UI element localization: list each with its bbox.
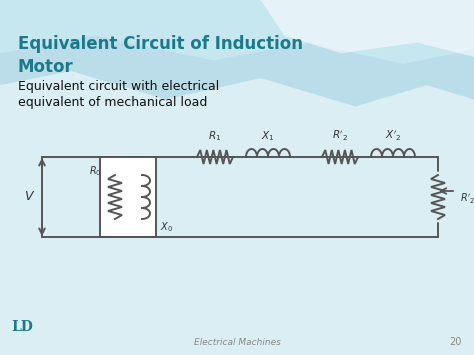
Text: $X_1$: $X_1$	[261, 129, 275, 143]
Text: LD: LD	[11, 320, 33, 334]
Text: $X_0$: $X_0$	[160, 220, 173, 234]
Text: Electrical Machines: Electrical Machines	[193, 338, 281, 347]
Polygon shape	[261, 0, 474, 57]
Text: $R_1$: $R_1$	[209, 129, 222, 143]
Text: V: V	[24, 191, 32, 203]
Text: equivalent of mechanical load: equivalent of mechanical load	[18, 96, 207, 109]
Polygon shape	[0, 0, 474, 106]
Text: $R'_2$: $R'_2$	[332, 129, 348, 143]
Text: Equivalent circuit with electrical: Equivalent circuit with electrical	[18, 80, 219, 93]
Bar	[100, 157, 156, 237]
Text: $R_0$: $R_0$	[89, 164, 101, 178]
Polygon shape	[0, 0, 474, 64]
Text: $R'_2\!\left(\dfrac{1\!-\!s}{s}\right)$: $R'_2\!\left(\dfrac{1\!-\!s}{s}\right)$	[460, 186, 474, 208]
Text: Motor: Motor	[18, 58, 74, 76]
Text: $X'_2$: $X'_2$	[385, 129, 401, 143]
Text: Equivalent Circuit of Induction: Equivalent Circuit of Induction	[18, 35, 303, 53]
Text: 20: 20	[450, 337, 462, 347]
